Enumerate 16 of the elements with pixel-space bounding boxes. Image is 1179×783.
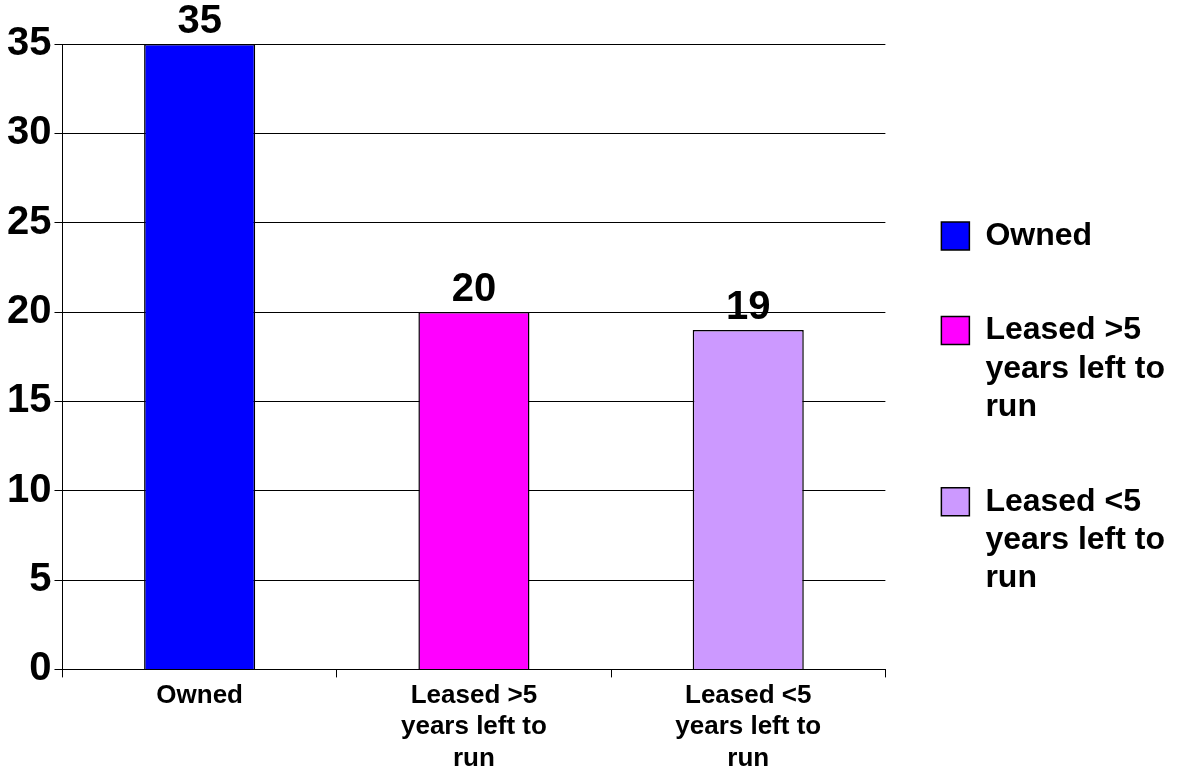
data-label: 35 (177, 0, 222, 42)
legend-label: Owned (985, 215, 1093, 252)
y-tick-label: 30 (6, 108, 52, 153)
data-label: 20 (451, 265, 497, 310)
x-tick-label: Owned (156, 679, 243, 710)
x-tick-label: Leased >5 years left to run (400, 679, 547, 772)
legend-label: Leased <5 years left to run (985, 481, 1165, 595)
y-tick-label: 20 (6, 287, 52, 332)
y-tick-label: 0 (29, 644, 52, 689)
legend-label: Leased >5 years left to run (985, 310, 1165, 424)
y-tick-label: 25 (6, 197, 52, 242)
y-tick-label: 35 (6, 19, 52, 64)
y-tick-label: 10 (6, 465, 52, 510)
y-tick-label: 5 (29, 555, 52, 600)
y-tick-label: 15 (6, 376, 52, 421)
x-tick-label: Leased <5 years left to run (675, 679, 822, 772)
